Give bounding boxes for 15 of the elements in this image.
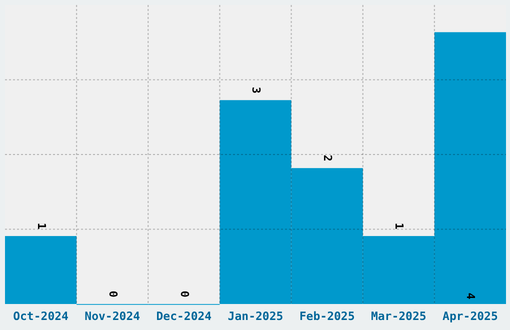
x-tick-label: Mar-2025 (370, 309, 426, 323)
data-label: 0 (106, 290, 120, 298)
x-tick-label: Dec-2024 (156, 309, 212, 323)
x-tick-label: Apr-2025 (442, 309, 498, 323)
bar (5, 236, 77, 304)
data-label: 1 (392, 222, 406, 230)
x-tick-label: Oct-2024 (13, 309, 69, 323)
data-label: 4 (464, 292, 478, 300)
data-label: 2 (321, 154, 334, 162)
x-tick-label: Jan-2025 (228, 309, 284, 323)
data-label: 3 (249, 86, 262, 94)
x-tick-label: Feb-2025 (299, 309, 355, 323)
data-label: 0 (178, 290, 191, 298)
x-tick-label: Nov-2024 (84, 309, 140, 323)
data-label: 1 (34, 222, 48, 230)
